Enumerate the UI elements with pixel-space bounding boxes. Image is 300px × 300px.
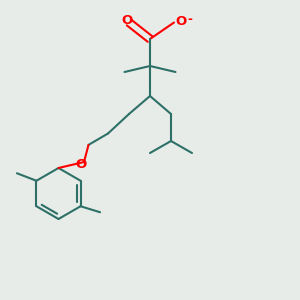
Text: O: O [122, 14, 133, 28]
Text: O: O [75, 158, 87, 171]
Text: O: O [176, 15, 187, 28]
Text: -: - [187, 13, 192, 26]
